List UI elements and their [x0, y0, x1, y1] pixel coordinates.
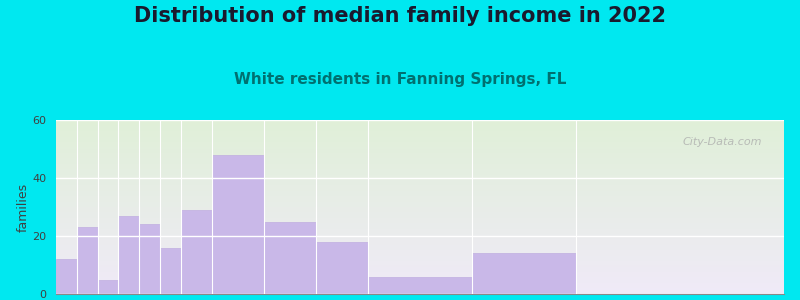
Bar — [212, 155, 264, 294]
Bar — [56, 259, 77, 294]
Text: City-Data.com: City-Data.com — [682, 137, 762, 147]
Bar — [118, 216, 139, 294]
Bar — [139, 224, 160, 294]
Bar — [472, 254, 576, 294]
Bar — [77, 227, 98, 294]
Y-axis label: families: families — [16, 182, 30, 232]
Text: Distribution of median family income in 2022: Distribution of median family income in … — [134, 6, 666, 26]
Bar — [181, 210, 212, 294]
Text: White residents in Fanning Springs, FL: White residents in Fanning Springs, FL — [234, 72, 566, 87]
Bar — [160, 248, 181, 294]
Bar — [264, 221, 316, 294]
Bar — [368, 277, 472, 294]
Bar — [98, 280, 118, 294]
Bar — [316, 242, 368, 294]
